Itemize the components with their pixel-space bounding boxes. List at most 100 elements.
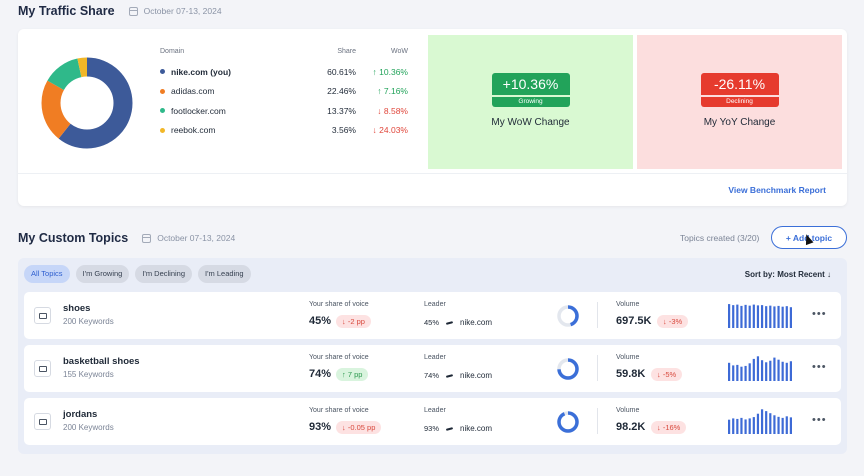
arrow-down-icon: ↓ [827, 270, 831, 279]
topics-created-count: Topics created (3/20) [680, 233, 760, 243]
topic-name[interactable]: basketball shoes [63, 356, 140, 367]
topic-name[interactable]: shoes [63, 303, 91, 314]
calendar-icon [128, 6, 138, 16]
sparkline-bar [748, 363, 751, 381]
sparkline-bar [789, 417, 792, 434]
donut-slice[interactable] [41, 57, 133, 149]
leader-label: Leader [424, 354, 446, 361]
row-divider [597, 302, 598, 328]
sparkline-bar [736, 364, 739, 381]
topic-name[interactable]: jordans [63, 409, 98, 420]
more-options-icon[interactable]: ••• [812, 414, 827, 426]
sparkline-bar [732, 418, 735, 434]
domain-table-header: Domain Share WoW [160, 44, 410, 58]
volume-change-badge: ↓ -5% [651, 368, 683, 381]
domain-share: 13.37% [327, 105, 356, 116]
topic-row[interactable]: shoes 200 Keywords Your share of voice 45% ↓… [24, 292, 841, 339]
sparkline-bar [769, 360, 772, 381]
nike-logo-icon [445, 321, 454, 325]
sov-label: Your share of voice [309, 301, 369, 308]
sort-label: Sort by: Most Recent [744, 270, 825, 279]
more-options-icon[interactable]: ••• [812, 308, 827, 320]
mini-donut-fill [557, 411, 579, 433]
topic-row[interactable]: basketball shoes 155 Keywords Your share o… [24, 345, 841, 392]
sparkline-bar [756, 305, 760, 328]
domain-cell: nike.com (you) [160, 67, 310, 77]
sov-value: 93% [309, 421, 332, 433]
domain-row: nike.com (you) 60.61% ↑ 10.36% [160, 62, 410, 82]
yoy-change-pill: -26.11% Declining [700, 73, 779, 107]
sparkline-bar [732, 365, 735, 381]
domain-wow: ↑ 10.36% [356, 67, 408, 77]
sparkline-bar [728, 362, 731, 381]
sparkline-bar [765, 362, 768, 381]
topic-filters: All Topics I'm Growing I'm Declining I'm… [24, 265, 257, 283]
filter-leading[interactable]: I'm Leading [198, 265, 251, 283]
sov-change-badge: ↓ -2 pp [336, 315, 371, 328]
domain-row: footlocker.com 13.37% ↓ 8.58% [160, 101, 410, 121]
filter-growing[interactable]: I'm Growing [75, 265, 130, 283]
topic-row[interactable]: jordans 200 Keywords Your share of voice 93… [24, 398, 841, 445]
nike-logo-icon [445, 374, 454, 378]
filter-all-topics[interactable]: All Topics [24, 265, 70, 283]
row-divider [597, 355, 598, 381]
volume-value: 59.8K [616, 368, 646, 380]
view-benchmark-report-link[interactable]: View Benchmark Report [728, 185, 826, 195]
sparkline-bar [769, 305, 772, 328]
sparkline-bar [756, 413, 760, 434]
volume-label: Volume [616, 301, 640, 308]
sort-dropdown[interactable]: Sort by: Most Recent ↓ [745, 270, 831, 279]
card-divider [18, 173, 847, 174]
sparkline-bar [785, 416, 788, 434]
traffic-share-header: My Traffic Share October 07-13, 2024 [18, 4, 222, 18]
sparkline-bar [789, 361, 792, 381]
sov-mini-donut [557, 305, 579, 327]
more-options-icon[interactable]: ••• [812, 361, 827, 373]
wow-change-box: +10.36% Growing My WoW Change [428, 35, 633, 169]
sparkline-bar [748, 418, 751, 434]
sparkline-bar [781, 361, 784, 381]
sparkline-bar [785, 306, 788, 328]
traffic-date[interactable]: October 07-13, 2024 [128, 6, 222, 16]
filter-declining[interactable]: I'm Declining [135, 265, 193, 283]
domain-row: adidas.com 22.46% ↑ 7.16% [160, 82, 410, 102]
domain-share: 22.46% [327, 86, 356, 97]
sparkline-bar [756, 356, 760, 381]
arrow-down-icon: ↓ [657, 423, 661, 432]
topic-keywords: 155 Keywords [63, 370, 114, 379]
sparkline-bar [765, 411, 768, 434]
sparkline-bar [773, 357, 776, 381]
domain-wow: ↓ 8.58% [356, 106, 408, 116]
sparkline-bar [740, 417, 743, 434]
domain-row: reebok.com 3.56% ↓ 24.03% [160, 121, 410, 141]
traffic-donut-chart [41, 57, 133, 149]
arrow-down-icon: ↓ [342, 423, 346, 432]
sov-label: Your share of voice [309, 407, 369, 414]
sov-mini-donut [557, 358, 579, 380]
sov-change-value: -2 pp [347, 317, 365, 326]
sparkline-bar [744, 365, 747, 381]
arrow-down-icon: ↓ [372, 125, 377, 136]
sparkline-bar [777, 305, 780, 328]
wow-header: WoW [391, 47, 408, 55]
add-topic-button[interactable]: + Add topic [771, 226, 847, 249]
donut-slice[interactable] [41, 57, 133, 149]
domain-table: Domain Share WoW nike.com (you) 60.61% ↑ 1… [160, 44, 410, 140]
sov-change-badge: ↓ -0.05 pp [336, 421, 382, 434]
mini-donut-fill [557, 358, 579, 380]
wow-change-pill: +10.36% Growing [491, 73, 570, 107]
leader-percent: 93% [424, 424, 440, 433]
custom-topics-title: My Custom Topics [18, 231, 129, 245]
domain-cell: adidas.com [160, 86, 310, 96]
sov-change-value: 7 pp [347, 370, 363, 379]
volume-sparkline [728, 304, 792, 328]
sparkline-bar [736, 418, 739, 434]
volume-sparkline [728, 409, 792, 434]
sparkline-bar [777, 416, 780, 434]
volume-value: 98.2K [616, 421, 646, 433]
sov-change-badge: ↑ 7 pp [336, 368, 369, 381]
domain-wow: ↓ 24.03% [356, 125, 408, 135]
leader-label: Leader [424, 407, 446, 414]
sparkline-bar [773, 306, 776, 328]
topics-date[interactable]: October 07-13, 2024 [142, 233, 235, 243]
